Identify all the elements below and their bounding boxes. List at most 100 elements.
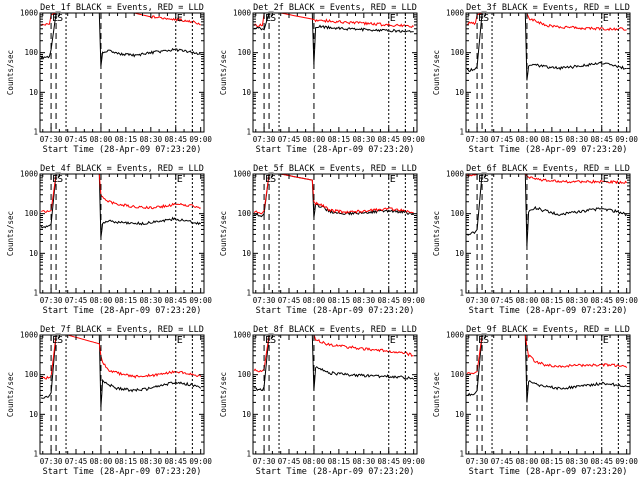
y-tick-label: 10 — [29, 88, 39, 97]
event-label: E — [177, 13, 183, 24]
plot-frame — [465, 334, 631, 455]
panel-title: Det_4f BLACK = Events, RED = LLD — [40, 164, 204, 174]
x-tick-label: 07:30 — [40, 457, 63, 466]
y-tick-label: 10 — [455, 88, 465, 97]
events-series-line — [253, 174, 414, 218]
y-tick-label: 10 — [242, 249, 252, 258]
plot-frame — [39, 12, 205, 133]
x-tick-label: 09:00 — [402, 135, 425, 144]
x-tick-label: 09:00 — [402, 457, 425, 466]
x-tick-label: 08:15 — [115, 296, 138, 305]
x-axis-label: Start Time (28-Apr-09 07:23:20) — [256, 306, 415, 316]
lld-series-line — [466, 335, 628, 375]
x-tick-label: 08:00 — [303, 296, 326, 305]
event-label: E — [478, 174, 484, 185]
y-tick-label: 100 — [24, 209, 38, 218]
plot-frame — [252, 334, 418, 455]
events-series-line — [466, 335, 628, 403]
panel-title: Det_9f BLACK = Events, RED = LLD — [466, 325, 630, 335]
y-tick-label: 100 — [450, 209, 464, 218]
y-tick-label: 1000 — [446, 331, 465, 340]
event-label: S — [57, 174, 63, 185]
x-tick-label: 08:45 — [164, 296, 187, 305]
panel-title: Det_5f BLACK = Events, RED = LLD — [253, 164, 417, 174]
event-label: S — [57, 335, 63, 346]
x-tick-label: 08:00 — [90, 135, 113, 144]
x-tick-label: 08:30 — [353, 457, 376, 466]
x-tick-label: 08:15 — [328, 135, 351, 144]
event-label: E — [177, 335, 183, 346]
x-tick-label: 09:00 — [189, 296, 212, 305]
x-tick-label: 08:00 — [516, 457, 539, 466]
y-tick-label: 1 — [246, 450, 251, 459]
x-axis-label: Start Time (28-Apr-09 07:23:20) — [43, 145, 202, 155]
x-tick-label: 07:45 — [491, 296, 514, 305]
y-tick-label: 100 — [450, 48, 464, 57]
y-tick-label: 100 — [237, 370, 251, 379]
x-tick-label: 07:30 — [253, 296, 276, 305]
x-tick-label: 08:15 — [115, 135, 138, 144]
y-axis-label: Counts/sec — [6, 50, 15, 95]
x-tick-label: 07:30 — [40, 135, 63, 144]
y-tick-label: 10 — [455, 410, 465, 419]
event-label: S — [483, 335, 489, 346]
x-tick-label: 09:00 — [615, 457, 638, 466]
y-tick-label: 1000 — [233, 331, 252, 340]
y-tick-label: 1000 — [446, 9, 465, 18]
plot-frame — [252, 173, 418, 294]
x-tick-label: 08:30 — [353, 135, 376, 144]
panel-title: Det_8f BLACK = Events, RED = LLD — [253, 325, 417, 335]
x-tick-label: 08:00 — [90, 296, 113, 305]
y-tick-label: 10 — [29, 410, 39, 419]
event-label: E — [390, 174, 396, 185]
y-tick-label: 1000 — [233, 170, 252, 179]
y-axis-label: Counts/sec — [432, 211, 441, 256]
x-tick-label: 08:00 — [516, 135, 539, 144]
event-label: E — [52, 174, 58, 185]
event-label: E — [478, 13, 484, 24]
lld-series-line — [467, 13, 627, 32]
x-axis-label: Start Time (28-Apr-09 07:23:20) — [43, 306, 202, 316]
y-tick-label: 1000 — [20, 331, 39, 340]
x-axis-label: Start Time (28-Apr-09 07:23:20) — [256, 467, 415, 477]
lld-series-line — [253, 335, 414, 373]
x-tick-label: 07:30 — [466, 296, 489, 305]
x-tick-label: 08:30 — [566, 135, 589, 144]
events-series-line — [467, 13, 627, 81]
events-series-line — [40, 13, 201, 67]
x-tick-label: 08:45 — [164, 457, 187, 466]
y-tick-label: 1 — [33, 450, 38, 459]
y-axis-label: Counts/sec — [6, 211, 15, 256]
x-tick-label: 08:45 — [590, 457, 613, 466]
event-label: S — [57, 13, 63, 24]
y-tick-label: 1 — [246, 289, 251, 298]
event-label: E — [603, 335, 609, 346]
x-tick-label: 08:00 — [303, 135, 326, 144]
x-tick-label: 08:45 — [377, 296, 400, 305]
y-axis-label: Counts/sec — [219, 211, 228, 256]
y-tick-label: 100 — [24, 370, 38, 379]
y-tick-label: 1000 — [446, 170, 465, 179]
x-tick-label: 07:30 — [40, 296, 63, 305]
y-axis-label: Counts/sec — [6, 372, 15, 417]
lld-series-line — [41, 174, 201, 213]
y-tick-label: 10 — [455, 249, 465, 258]
x-axis-label: Start Time (28-Apr-09 07:23:20) — [469, 467, 628, 477]
plot-frame — [465, 173, 631, 294]
event-label: S — [270, 13, 276, 24]
y-tick-label: 10 — [242, 410, 252, 419]
x-tick-label: 07:45 — [65, 296, 88, 305]
x-tick-label: 07:30 — [466, 457, 489, 466]
x-tick-label: 08:45 — [377, 457, 400, 466]
y-tick-label: 100 — [237, 209, 251, 218]
x-tick-label: 08:30 — [140, 296, 163, 305]
panel-title: Det_6f BLACK = Events, RED = LLD — [466, 164, 630, 174]
event-label: E — [177, 174, 183, 185]
event-label: E — [52, 335, 58, 346]
